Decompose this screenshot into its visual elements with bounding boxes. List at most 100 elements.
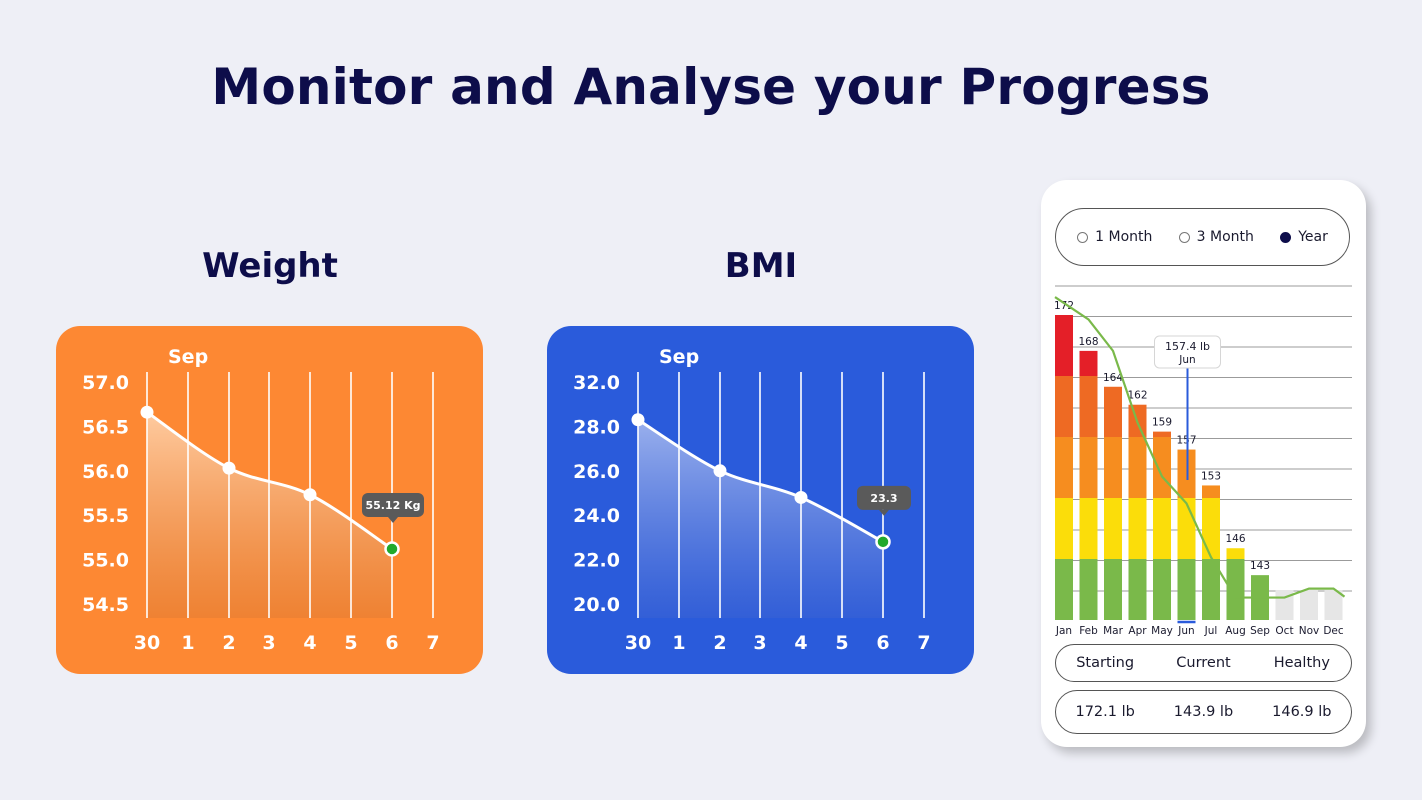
current-label: Current bbox=[1176, 655, 1231, 671]
summary-labels: Starting Current Healthy bbox=[1055, 644, 1352, 682]
bar-data-label: 146 bbox=[1225, 533, 1245, 545]
bar-data-label: 168 bbox=[1078, 336, 1098, 348]
year-tooltip-value: 157.4 lb bbox=[1165, 340, 1210, 353]
bar-segment bbox=[1128, 559, 1147, 620]
y-tick-label: 24.0 bbox=[573, 505, 620, 527]
x-month-label: Dec bbox=[1323, 625, 1344, 637]
bar-segment bbox=[1202, 559, 1220, 620]
range-option-year[interactable]: Year bbox=[1280, 229, 1328, 245]
bar-segment bbox=[1153, 498, 1171, 559]
healthy-label: Healthy bbox=[1273, 655, 1330, 671]
bar-data-label: 164 bbox=[1103, 372, 1123, 384]
bar-segment bbox=[1202, 498, 1220, 559]
series-line bbox=[637, 418, 884, 544]
x-month-label: Jul bbox=[1204, 625, 1218, 637]
tooltip-text: 55.12 Kg bbox=[365, 499, 420, 512]
radio-button-icon[interactable] bbox=[1077, 231, 1089, 243]
y-tick-label: 28.0 bbox=[573, 416, 620, 438]
bar-segment bbox=[1153, 437, 1171, 498]
bar-segment bbox=[1128, 498, 1147, 559]
x-tick-label: 6 bbox=[876, 632, 889, 654]
x-tick-label: 3 bbox=[753, 632, 766, 654]
tooltip-pointer bbox=[388, 516, 398, 523]
bar-segment bbox=[1055, 437, 1073, 498]
starting-value: 172.1 lb bbox=[1075, 704, 1135, 720]
x-month-label: Feb bbox=[1079, 625, 1098, 637]
bar-segment bbox=[1079, 498, 1098, 559]
x-tick-label: 3 bbox=[262, 632, 275, 654]
data-point bbox=[794, 490, 808, 504]
phone-mockup: 1 Month 3 Month Year 172 Jan 168 Feb 164 Mar 1… bbox=[1041, 180, 1366, 747]
bmi-chart-card: 32.0 28.0 26.0 24.0 22.0 20.0 30 1 2 3 4 5 6 7 Sep 23.3 bbox=[547, 326, 974, 674]
year-weight-chart: 172Jan168Feb164Mar162Apr159May157Jun153J… bbox=[1054, 285, 1352, 637]
starting-label: Starting bbox=[1076, 655, 1135, 671]
radio-button-icon[interactable] bbox=[1178, 231, 1190, 243]
bar-segment bbox=[1055, 559, 1073, 620]
empty-bar bbox=[1324, 590, 1343, 620]
radio-button-selected-icon[interactable] bbox=[1280, 231, 1292, 243]
current-data-point bbox=[384, 541, 400, 557]
y-tick-label: 20.0 bbox=[573, 594, 620, 616]
weight-section-title: Weight bbox=[202, 246, 338, 286]
bar-segment bbox=[1128, 437, 1147, 498]
bar-segment bbox=[1079, 350, 1098, 376]
bar-segment bbox=[1153, 559, 1171, 620]
bar-data-label: 172 bbox=[1054, 300, 1074, 312]
data-point bbox=[713, 464, 727, 478]
x-tick-label: 4 bbox=[303, 632, 316, 654]
data-point bbox=[303, 488, 317, 502]
y-tick-label: 22.0 bbox=[573, 550, 620, 572]
x-tick-label: 2 bbox=[222, 632, 235, 654]
bar-data-label: 143 bbox=[1250, 560, 1270, 572]
range-selector: 1 Month 3 Month Year bbox=[1055, 208, 1350, 266]
bar-segment bbox=[1055, 315, 1073, 376]
bar-segment bbox=[1104, 437, 1122, 498]
month-label: Sep bbox=[168, 346, 208, 368]
bar-data-label: 162 bbox=[1127, 390, 1147, 402]
bar-segment bbox=[1079, 376, 1098, 437]
range-option-3-month[interactable]: 3 Month bbox=[1178, 229, 1254, 245]
bar-segment bbox=[1079, 559, 1098, 620]
range-option-label: 1 Month bbox=[1095, 229, 1153, 245]
x-tick-label: 1 bbox=[181, 632, 194, 654]
bar-segment bbox=[1104, 559, 1122, 620]
y-tick-label: 56.0 bbox=[82, 461, 129, 483]
x-month-label: Oct bbox=[1275, 625, 1293, 637]
current-data-point bbox=[875, 534, 891, 550]
x-tick-label: 7 bbox=[426, 632, 439, 654]
x-month-label: Apr bbox=[1128, 625, 1147, 637]
tooltip-pointer bbox=[879, 509, 889, 516]
y-tick-label: 32.0 bbox=[573, 372, 620, 394]
bmi-line-chart: 32.0 28.0 26.0 24.0 22.0 20.030 1 2 3 4 5 6 7 Sep 23.3 bbox=[573, 346, 931, 654]
y-tick-label: 55.0 bbox=[82, 550, 129, 572]
range-option-1-month[interactable]: 1 Month bbox=[1077, 229, 1152, 245]
y-tick-label: 55.5 bbox=[82, 505, 129, 527]
bar-segment bbox=[1226, 548, 1245, 559]
x-tick-label: 6 bbox=[385, 632, 398, 654]
x-tick-label: 30 bbox=[625, 632, 651, 654]
empty-bar bbox=[1300, 590, 1318, 620]
healthy-value: 146.9 lb bbox=[1272, 704, 1332, 720]
bar-segment bbox=[1177, 498, 1196, 559]
bar-segment bbox=[1104, 498, 1122, 559]
range-option-label: 3 Month bbox=[1196, 229, 1254, 245]
bar-segment bbox=[1104, 386, 1122, 437]
bar-segment bbox=[1055, 498, 1073, 559]
tooltip-box bbox=[362, 492, 424, 517]
bar-segment bbox=[1226, 559, 1245, 620]
tooltip-text: 23.3 bbox=[870, 492, 897, 505]
range-option-label: Year bbox=[1298, 229, 1328, 245]
bmi-section-title: BMI bbox=[724, 246, 798, 286]
bar-segment bbox=[1055, 376, 1073, 437]
x-tick-label: 5 bbox=[344, 632, 357, 654]
year-tooltip-month: Jun bbox=[1178, 354, 1195, 366]
current-value: 143.9 lb bbox=[1173, 704, 1234, 720]
data-point bbox=[222, 461, 236, 475]
weight-line-chart: 57.0 56.5 56.0 55.5 55.0 54.530 1 2 3 4 5 6 7 Sep 55.1… bbox=[82, 346, 440, 654]
month-label: Sep bbox=[659, 346, 699, 368]
x-month-label: May bbox=[1151, 625, 1173, 637]
year-tooltip-box bbox=[1154, 335, 1221, 369]
x-tick-label: 30 bbox=[134, 632, 160, 654]
x-tick-label: 4 bbox=[794, 632, 807, 654]
bar-segment bbox=[1079, 437, 1098, 498]
